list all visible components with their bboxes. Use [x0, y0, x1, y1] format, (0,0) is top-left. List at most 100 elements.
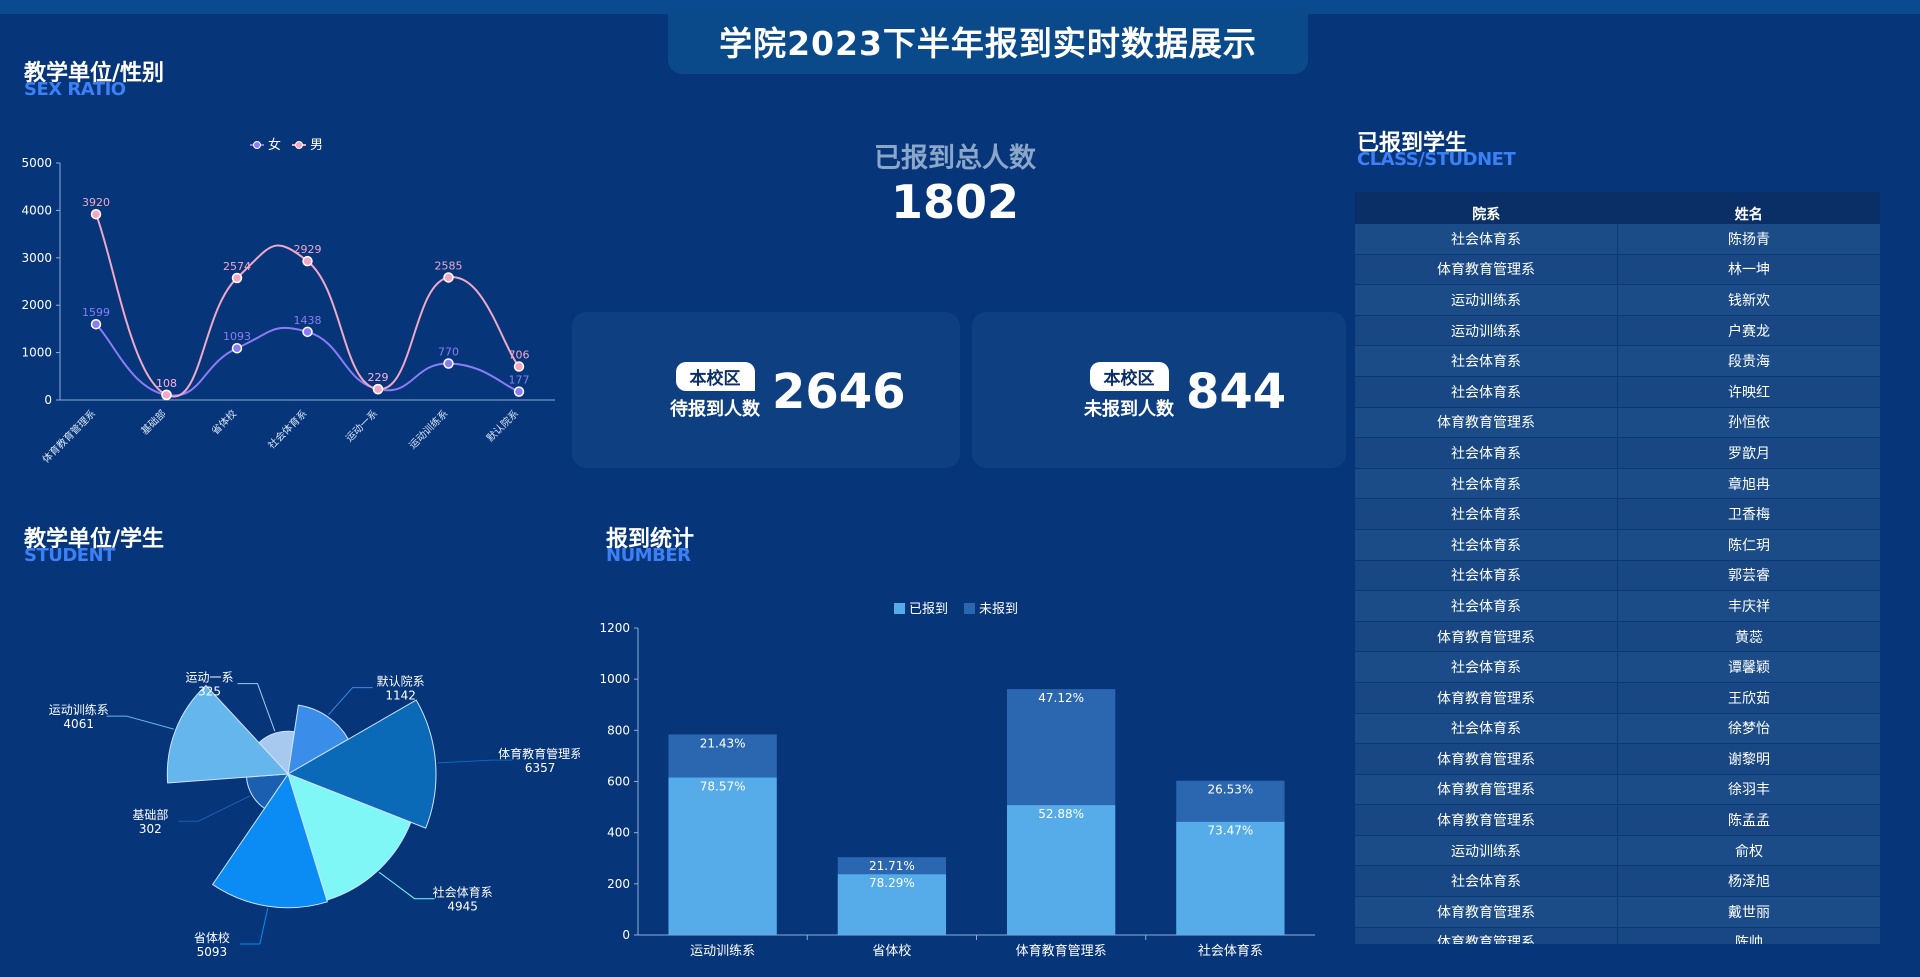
- cell-department: 社会体育系: [1355, 499, 1618, 529]
- cell-department: 社会体育系: [1355, 866, 1618, 897]
- cell-department: 运动训练系: [1355, 285, 1618, 315]
- cell-name: 黄蕊: [1735, 629, 1763, 646]
- data-label: 1438: [294, 314, 322, 327]
- cell-name: 丰庆祥: [1728, 598, 1770, 615]
- cell-name: 谢黎明: [1728, 751, 1770, 768]
- total-reported-label: 已报到总人数: [874, 143, 1036, 174]
- slice-label: 省体校: [194, 930, 230, 945]
- y-tick-label: 5000: [21, 156, 52, 170]
- page-title: 学院2023下半年报到实时数据展示: [719, 24, 1257, 63]
- table-row: 社会体育系 陈扬青: [1355, 224, 1880, 255]
- y-tick-label: 2000: [21, 298, 52, 312]
- campus-tag: 本校区: [1089, 362, 1169, 391]
- bar-label: 47.12%: [1038, 691, 1084, 705]
- data-point: [90, 208, 102, 220]
- rose-slice: [286, 699, 437, 829]
- cell-name: 段贵海: [1728, 354, 1770, 371]
- data-point: [302, 255, 313, 267]
- data-label: 177: [509, 374, 530, 387]
- y-tick-label: 800: [607, 723, 630, 737]
- series-line: [95, 213, 520, 398]
- cell-department: 运动训练系: [1355, 315, 1618, 346]
- cell-name: 陈扬青: [1728, 231, 1770, 248]
- x-tick-label: 默认院系: [484, 407, 521, 444]
- cell-name: 谭馨颖: [1728, 660, 1770, 677]
- data-label: 706: [509, 349, 530, 362]
- cell-department: 体育教育管理系: [1355, 744, 1618, 774]
- cell-name: 戴世丽: [1728, 904, 1770, 921]
- top-border: [0, 0, 1920, 14]
- table-row: 社会体育系 徐梦怡: [1355, 713, 1880, 745]
- slice-value: 4945: [447, 900, 478, 914]
- data-label: 1599: [82, 306, 110, 319]
- legend-marker: [253, 141, 261, 149]
- cell-name: 徐羽丰: [1728, 782, 1770, 799]
- cell-department: 体育教育管理系: [1355, 621, 1618, 652]
- x-tick-label: 体育教育管理系: [39, 407, 98, 466]
- table-row: 体育教育管理系 谢黎明: [1355, 744, 1880, 775]
- legend-label: 未报到: [979, 602, 1018, 617]
- section-title-student: 教学单位/学生 STUDENT: [24, 528, 164, 565]
- cell-department: 体育教育管理系: [1355, 254, 1618, 285]
- data-point: [443, 272, 454, 283]
- cell-name: 卫香梅: [1728, 507, 1770, 524]
- slice-value: 6357: [525, 761, 556, 775]
- table-row: 社会体育系 段贵海: [1355, 346, 1880, 377]
- data-label: 229: [368, 371, 389, 384]
- pending-label: 待报到人数: [670, 399, 760, 420]
- absent-card: 本校区 未报到人数 844: [972, 312, 1346, 468]
- x-tick-label: 体育教育管理系: [1016, 943, 1107, 959]
- table-row: 体育教育管理系 陈帅: [1355, 927, 1880, 944]
- slice-value: 5093: [197, 945, 228, 959]
- bar-label: 78.57%: [700, 779, 746, 793]
- table-row: 社会体育系 郭芸睿: [1355, 560, 1880, 592]
- x-tick-label: 运动训练系: [690, 944, 755, 959]
- cell-name: 王欣茹: [1728, 690, 1770, 707]
- students-table: 院系 姓名 社会体育系 陈扬青 体育教育管理系 林一坤 运动训练系 钱新欢 运动训练系 户赛龙…: [1355, 192, 1880, 944]
- total-reported: 已报到总人数 1802: [780, 136, 1130, 229]
- data-label: 3920: [82, 196, 110, 209]
- table-row: 运动训练系 钱新欢: [1355, 285, 1880, 316]
- x-tick-label: 运动训练系: [406, 407, 451, 452]
- legend-label: 男: [310, 138, 323, 153]
- section-title-en: CLASS/STUDNET: [1357, 149, 1516, 170]
- x-tick-label: 省体校: [209, 407, 239, 437]
- table-row: 体育教育管理系 林一坤: [1355, 254, 1880, 286]
- data-label: 2929: [294, 243, 322, 256]
- bar-segment: [1176, 821, 1285, 935]
- y-tick-label: 200: [607, 877, 630, 891]
- absent-value: 844: [1186, 363, 1287, 420]
- page-header: 学院2023下半年报到实时数据展示: [668, 8, 1308, 74]
- table-row: 社会体育系 陈仁玥: [1355, 529, 1880, 561]
- table-body[interactable]: 社会体育系 陈扬青 体育教育管理系 林一坤 运动训练系 钱新欢 运动训练系 户赛龙 社会体育系段…: [1355, 224, 1880, 944]
- table-row: 社会体育系 谭馨颖: [1355, 652, 1880, 683]
- leader-line: [237, 683, 276, 732]
- cell-department: 社会体育系: [1355, 438, 1618, 468]
- cell-department: 社会体育系: [1355, 468, 1618, 499]
- table-row: 运动训练系 俞权: [1355, 835, 1880, 867]
- data-point: [443, 358, 454, 369]
- cell-name: 钱新欢: [1728, 292, 1770, 309]
- slice-value: 302: [139, 822, 162, 836]
- cell-name: 林一坤: [1728, 262, 1770, 279]
- x-tick-label: 省体校: [872, 943, 911, 959]
- cell-name: 罗歆月: [1728, 445, 1770, 462]
- cell-department: 体育教育管理系: [1355, 682, 1618, 713]
- slice-label: 运动一系: [186, 671, 234, 685]
- table-row: 体育教育管理系 孙恒依: [1355, 407, 1880, 439]
- cell-department: 社会体育系: [1355, 346, 1618, 376]
- table-row: 社会体育系 丰庆祥: [1355, 591, 1880, 622]
- leader-line: [239, 908, 269, 945]
- slice-label: 体育教育管理系: [498, 746, 580, 761]
- data-label: 2574: [223, 260, 251, 273]
- number-bar-chart: 已报到 未报到 0 200 400 600 800 1000 1200 78.57% 21.43% 运…: [599, 602, 1315, 959]
- section-title-cn: 已报到学生: [1357, 131, 1468, 156]
- rose-slice: [258, 730, 295, 776]
- bar-segment: [668, 734, 777, 778]
- slice-value: 1142: [385, 689, 416, 703]
- bar-segment: [1006, 805, 1116, 935]
- table-header-name: 姓名: [1734, 207, 1763, 223]
- data-point: [161, 389, 172, 401]
- bar-segment: [837, 857, 947, 875]
